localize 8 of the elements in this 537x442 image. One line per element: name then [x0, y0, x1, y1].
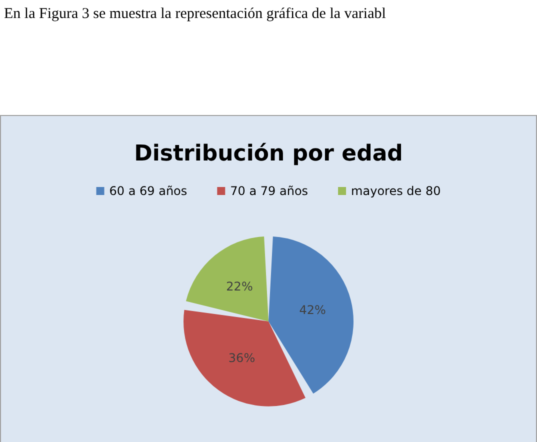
data-label: 42%	[299, 303, 326, 318]
legend-label: 70 a 79 años	[230, 184, 308, 198]
legend-label: mayores de 80	[351, 184, 441, 198]
data-label: 22%	[226, 279, 253, 294]
legend-label: 60 a 69 años	[109, 184, 188, 198]
data-label: 36%	[228, 351, 256, 366]
chart-title: Distribución por edad	[134, 142, 403, 166]
text: En la Figura 3 se muestra la representación gráfica de la variabl	[4, 6, 386, 23]
